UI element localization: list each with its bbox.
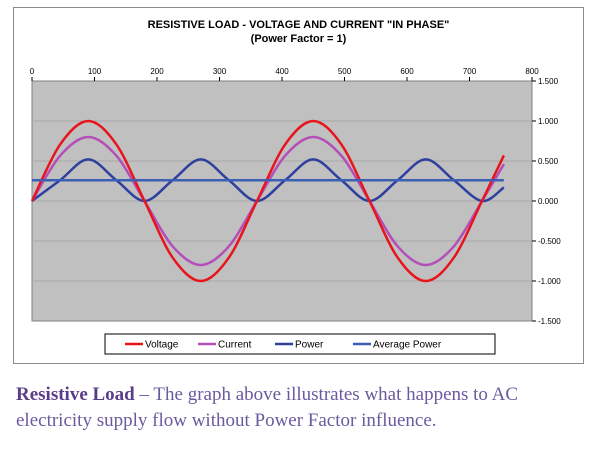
legend-label-power: Power (295, 340, 324, 351)
chart-title: RESISTIVE LOAD - VOLTAGE AND CURRENT "IN… (147, 19, 450, 31)
caption-text: – The graph above illustrates what happe… (16, 384, 519, 431)
line-chart: 1.500 1.000 0.500 0.000 -0.500 -1.000 -1.500 0 1… (30, 67, 561, 355)
y-tick-label-2: 0.500 (538, 157, 559, 166)
legend-label-current: Current (218, 340, 252, 351)
series-line-voltage (30, 119, 506, 283)
x-tick-label-2: 200 (150, 67, 164, 76)
x-tick-label-7: 700 (463, 67, 477, 76)
x-tick-label-5: 500 (338, 67, 352, 76)
y-tick-label-6: -1.500 (538, 317, 561, 326)
series-line-power (31, 158, 505, 203)
x-tick-label-1: 100 (88, 67, 102, 76)
legend-label-voltage: Voltage (145, 340, 179, 351)
y-tick-label-1: 1.000 (538, 117, 559, 126)
series-line-current (30, 135, 505, 267)
chart-subtitle: (Power Factor = 1) (250, 33, 347, 45)
x-tick-label-8: 800 (525, 67, 539, 76)
x-tick-label-4: 400 (275, 67, 289, 76)
figure-caption: Resistive Load – The graph above illustr… (16, 382, 586, 434)
legend-label-average-power: Average Power (373, 340, 442, 351)
y-tick-label-3: 0.000 (538, 197, 559, 206)
legend-box (104, 333, 496, 355)
x-tick-label-3: 300 (213, 67, 227, 76)
x-tick-label-0: 0 (30, 67, 35, 76)
y-tick-label-0: 1.500 (538, 77, 559, 86)
y-tick-label-5: -1.000 (538, 277, 561, 286)
caption-heading: Resistive Load (16, 384, 135, 405)
chart-frame: RESISTIVE LOAD - VOLTAGE AND CURRENT "IN… (13, 7, 584, 364)
y-tick-label-4: -0.500 (538, 237, 561, 246)
x-tick-label-6: 600 (400, 67, 414, 76)
